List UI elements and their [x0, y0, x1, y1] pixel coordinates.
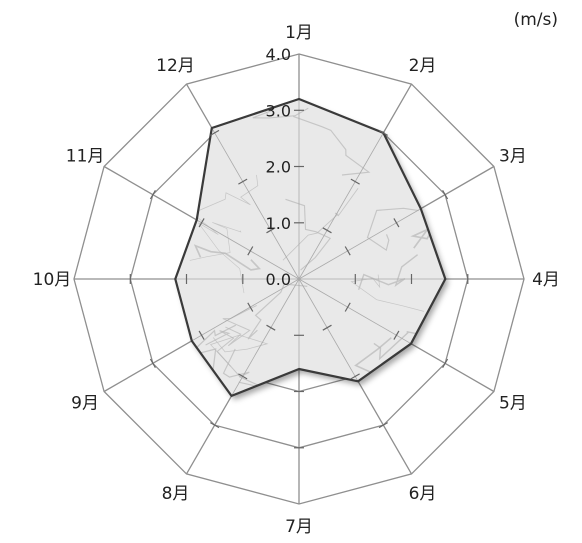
category-label-11: 11月 — [66, 147, 105, 167]
tick-mark — [198, 330, 205, 340]
tick-mark — [442, 358, 449, 368]
tick-mark — [344, 246, 351, 256]
tick-mark — [350, 373, 360, 380]
tick-label: 3.0 — [266, 101, 291, 120]
category-label-3: 3月 — [499, 147, 527, 167]
tick-mark — [378, 129, 388, 136]
tick-mark — [442, 190, 449, 200]
category-label-10: 10月 — [33, 270, 72, 290]
tick-mark — [238, 373, 248, 380]
category-label-1: 1月 — [285, 23, 313, 43]
category-labels: 1月 2月 3月 4月 5月 6月 7月 8月 9月 10月 11月 12月 — [33, 23, 560, 537]
tick-mark — [322, 324, 332, 331]
tick-label: 0.0 — [266, 270, 291, 289]
tick-mark — [247, 246, 254, 256]
category-label-5: 5月 — [499, 394, 527, 414]
tick-mark — [149, 190, 156, 200]
unit-label: (m/s) — [513, 10, 558, 30]
tick-mark — [393, 330, 400, 340]
category-label-7: 7月 — [285, 517, 313, 537]
series-line — [174, 97, 447, 397]
tick-mark — [266, 227, 276, 234]
category-label-8: 8月 — [162, 484, 190, 504]
tick-mark — [238, 178, 248, 185]
tick-mark — [210, 129, 220, 136]
tick-mark — [266, 324, 276, 331]
tick-mark — [210, 422, 220, 429]
tick-mark — [344, 302, 351, 312]
tick-mark — [247, 302, 254, 312]
category-label-6: 6月 — [409, 484, 437, 504]
tick-label: 2.0 — [266, 158, 291, 177]
category-label-4: 4月 — [532, 270, 560, 290]
category-label-2: 2月 — [409, 56, 437, 76]
tick-label: 1.0 — [266, 214, 291, 233]
tick-mark — [378, 422, 388, 429]
series-area — [175, 99, 446, 396]
tick-mark — [322, 227, 332, 234]
radial-ticks: 0.0 1.0 2.0 3.0 4.0 — [129, 45, 469, 449]
tick-mark — [393, 218, 400, 228]
tick-label: 4.0 — [266, 45, 291, 64]
tick-mark — [198, 218, 205, 228]
category-label-9: 9月 — [71, 394, 99, 414]
tick-mark — [350, 178, 360, 185]
category-label-12: 12月 — [156, 56, 195, 76]
tick-mark — [149, 358, 156, 368]
